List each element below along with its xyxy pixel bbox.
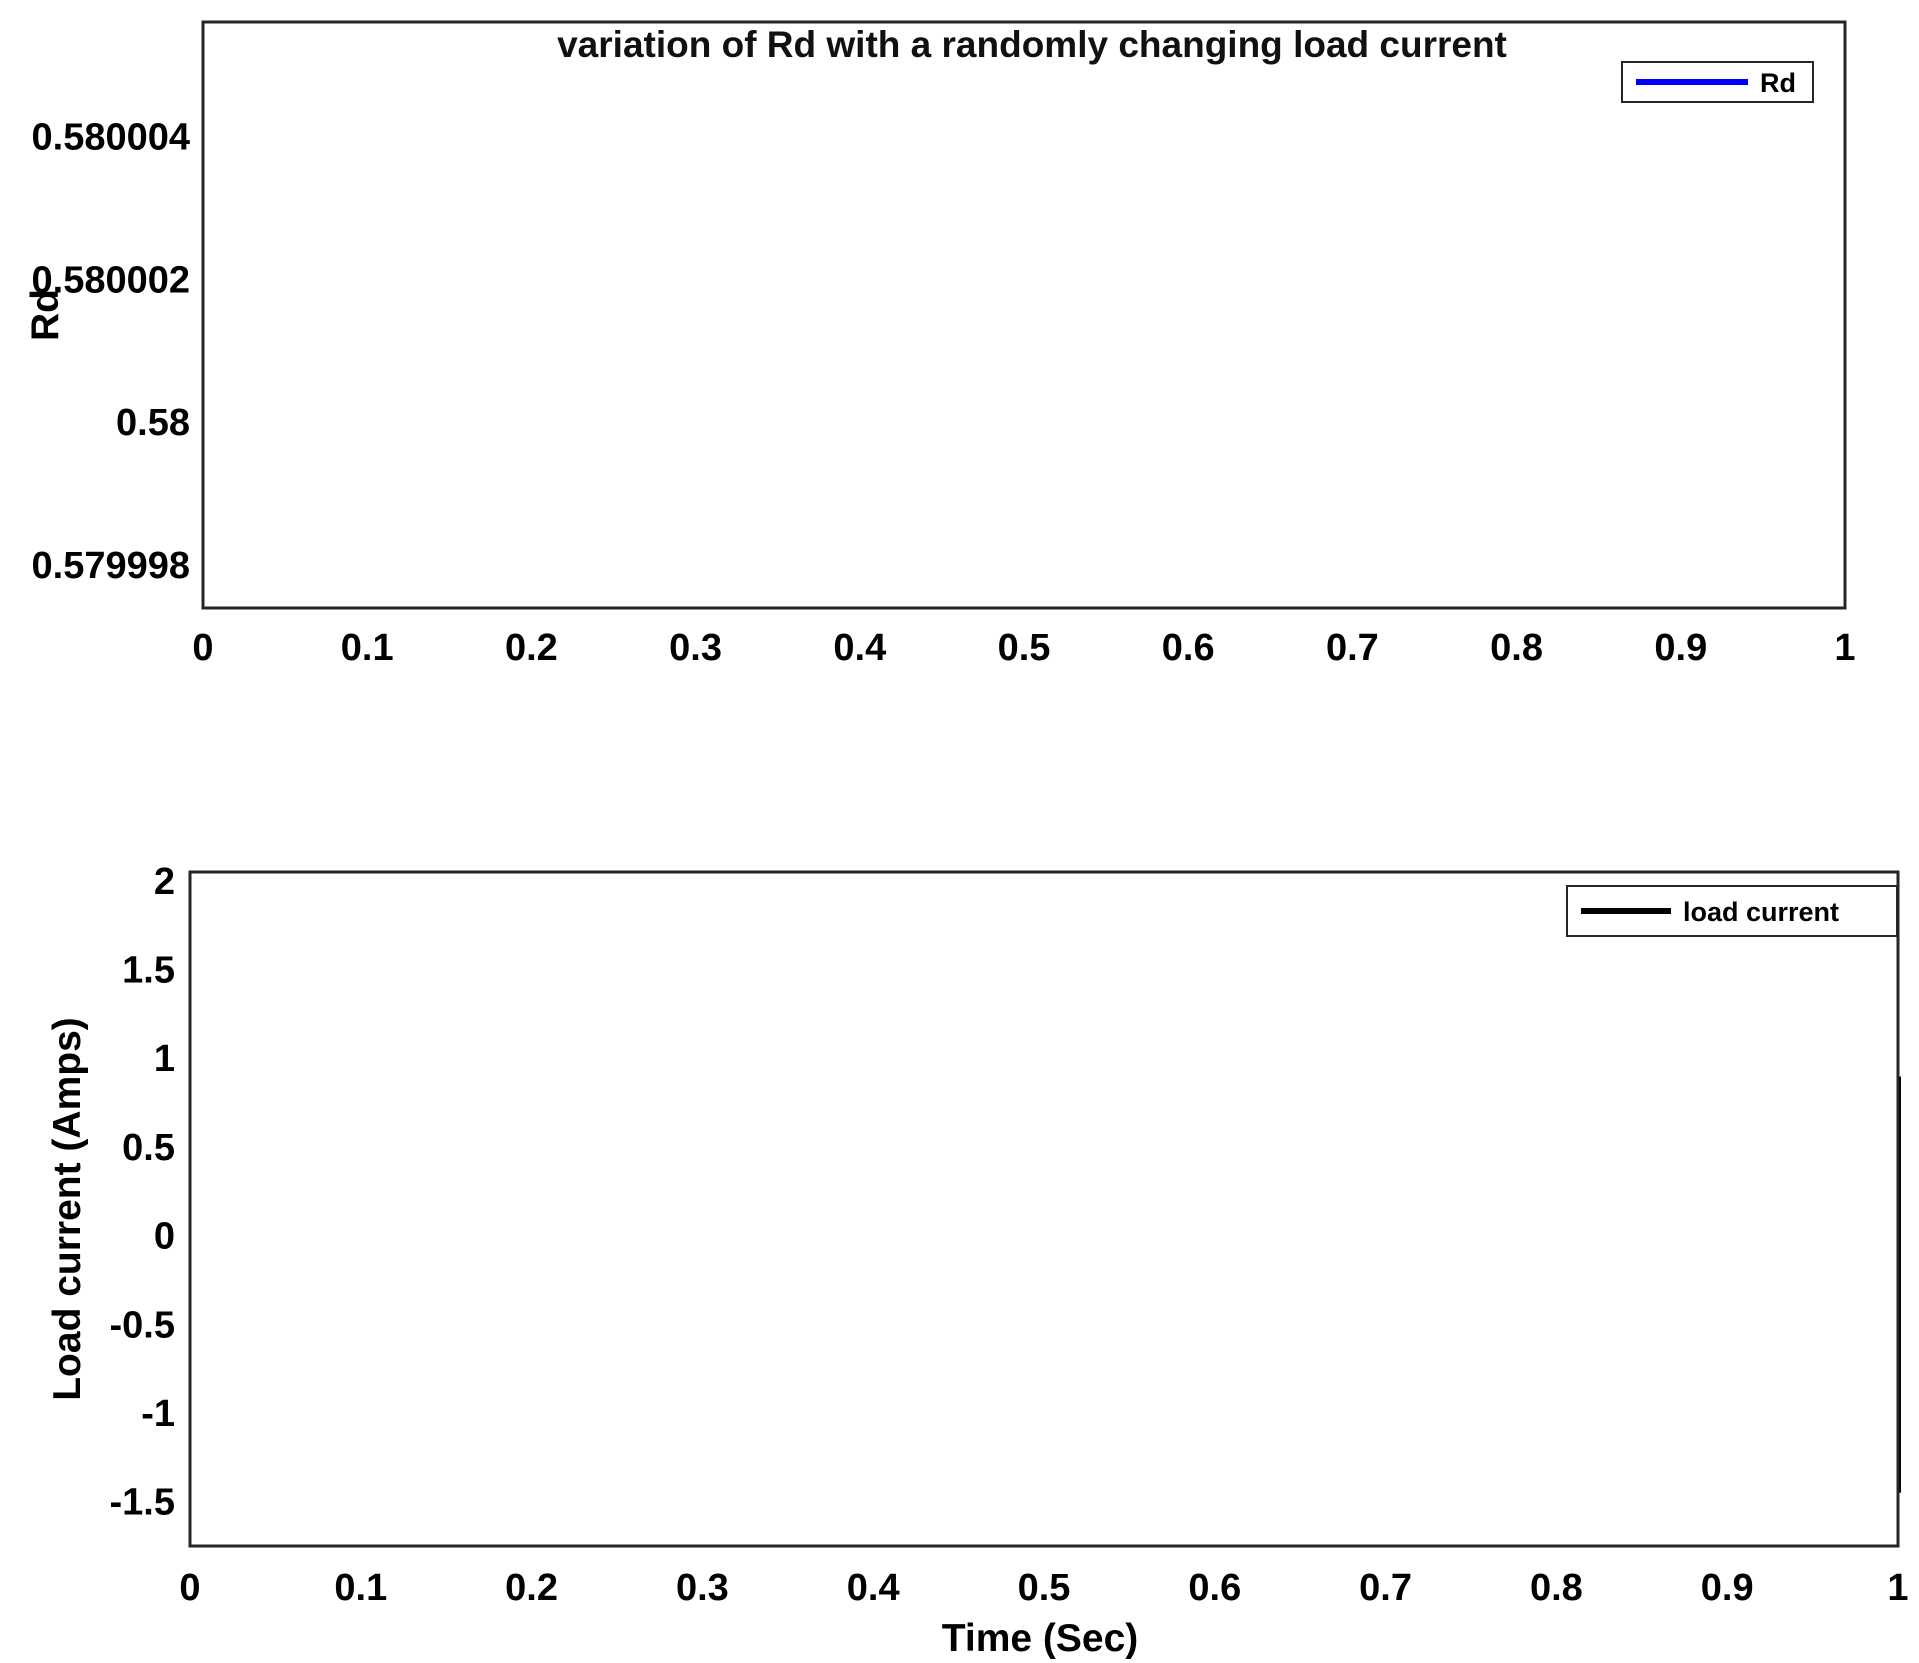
y-tick-label: -0.5 <box>110 1304 175 1346</box>
legend-label: Rd <box>1760 68 1796 98</box>
axes-frame <box>201 20 1847 610</box>
x-tick-label: 0.3 <box>669 627 722 669</box>
x-tick-label: 0.2 <box>505 627 558 669</box>
x-tick-label: 0.6 <box>1188 1567 1241 1609</box>
x-tick-label: 0.5 <box>998 627 1051 669</box>
rd-subplot: 0 0.1 0.2 0.3 0.4 0.5 0.6 0.7 0.8 0.9 1 0.579998 0.5… <box>24 20 1856 669</box>
x-tick-label: 0 <box>179 1567 200 1609</box>
legend: load current <box>1566 885 1898 937</box>
x-tick-label: 0.9 <box>1654 627 1707 669</box>
y-tick-label: 0.579998 <box>32 545 191 587</box>
x-tick-label: 0 <box>192 627 213 669</box>
x-axis-label: Time (Sec) <box>942 1617 1139 1660</box>
y-tick-label: -1 <box>141 1393 175 1435</box>
y-tick-label: 0.580004 <box>32 116 191 158</box>
x-tick-label: 0.3 <box>676 1567 729 1609</box>
x-tick-label: 0.4 <box>833 627 886 669</box>
y-axis-label: Load current (Amps) <box>46 1017 89 1401</box>
x-tick-label: 0.1 <box>334 1567 387 1609</box>
legend: Rd <box>1621 61 1814 103</box>
x-tick-label: 1 <box>1887 1567 1908 1609</box>
x-tick-label: 0.2 <box>505 1567 558 1609</box>
legend-label: load current <box>1683 897 1839 927</box>
x-tick-label: 0.8 <box>1530 1567 1583 1609</box>
y-axis-label: Rd <box>24 289 67 341</box>
x-tick-label: 0.9 <box>1701 1567 1754 1609</box>
x-tick-label: 0.7 <box>1359 1567 1412 1609</box>
x-tick-label: 0.1 <box>341 627 394 669</box>
y-tick-label: 0 <box>154 1216 175 1258</box>
y-tick-label: -1.5 <box>110 1482 175 1524</box>
y-tick-label: 1 <box>154 1038 175 1080</box>
y-tick-label: 1.5 <box>122 950 175 992</box>
x-tick-label: 0.7 <box>1326 627 1379 669</box>
y-tick-label: 0.58 <box>116 402 190 444</box>
load-current-subplot: 0 0.1 0.2 0.3 0.4 0.5 0.6 0.7 0.8 0.9 1 -1.5 -1 -0.5 0… <box>46 861 1909 1660</box>
x-tick-label: 0.4 <box>847 1567 900 1609</box>
chart-title: variation of Rd with a randomly changing… <box>557 24 1507 65</box>
y-tick-label: 2 <box>154 861 175 903</box>
y-tick-label: 0.580002 <box>32 259 191 301</box>
y-tick-label: 0.5 <box>122 1127 175 1169</box>
axes-frame <box>188 870 1900 1548</box>
x-tick-label: 0.5 <box>1018 1567 1071 1609</box>
x-tick-label: 0.8 <box>1490 627 1543 669</box>
x-tick-label: 1 <box>1834 627 1855 669</box>
x-tick-label: 0.6 <box>1162 627 1215 669</box>
